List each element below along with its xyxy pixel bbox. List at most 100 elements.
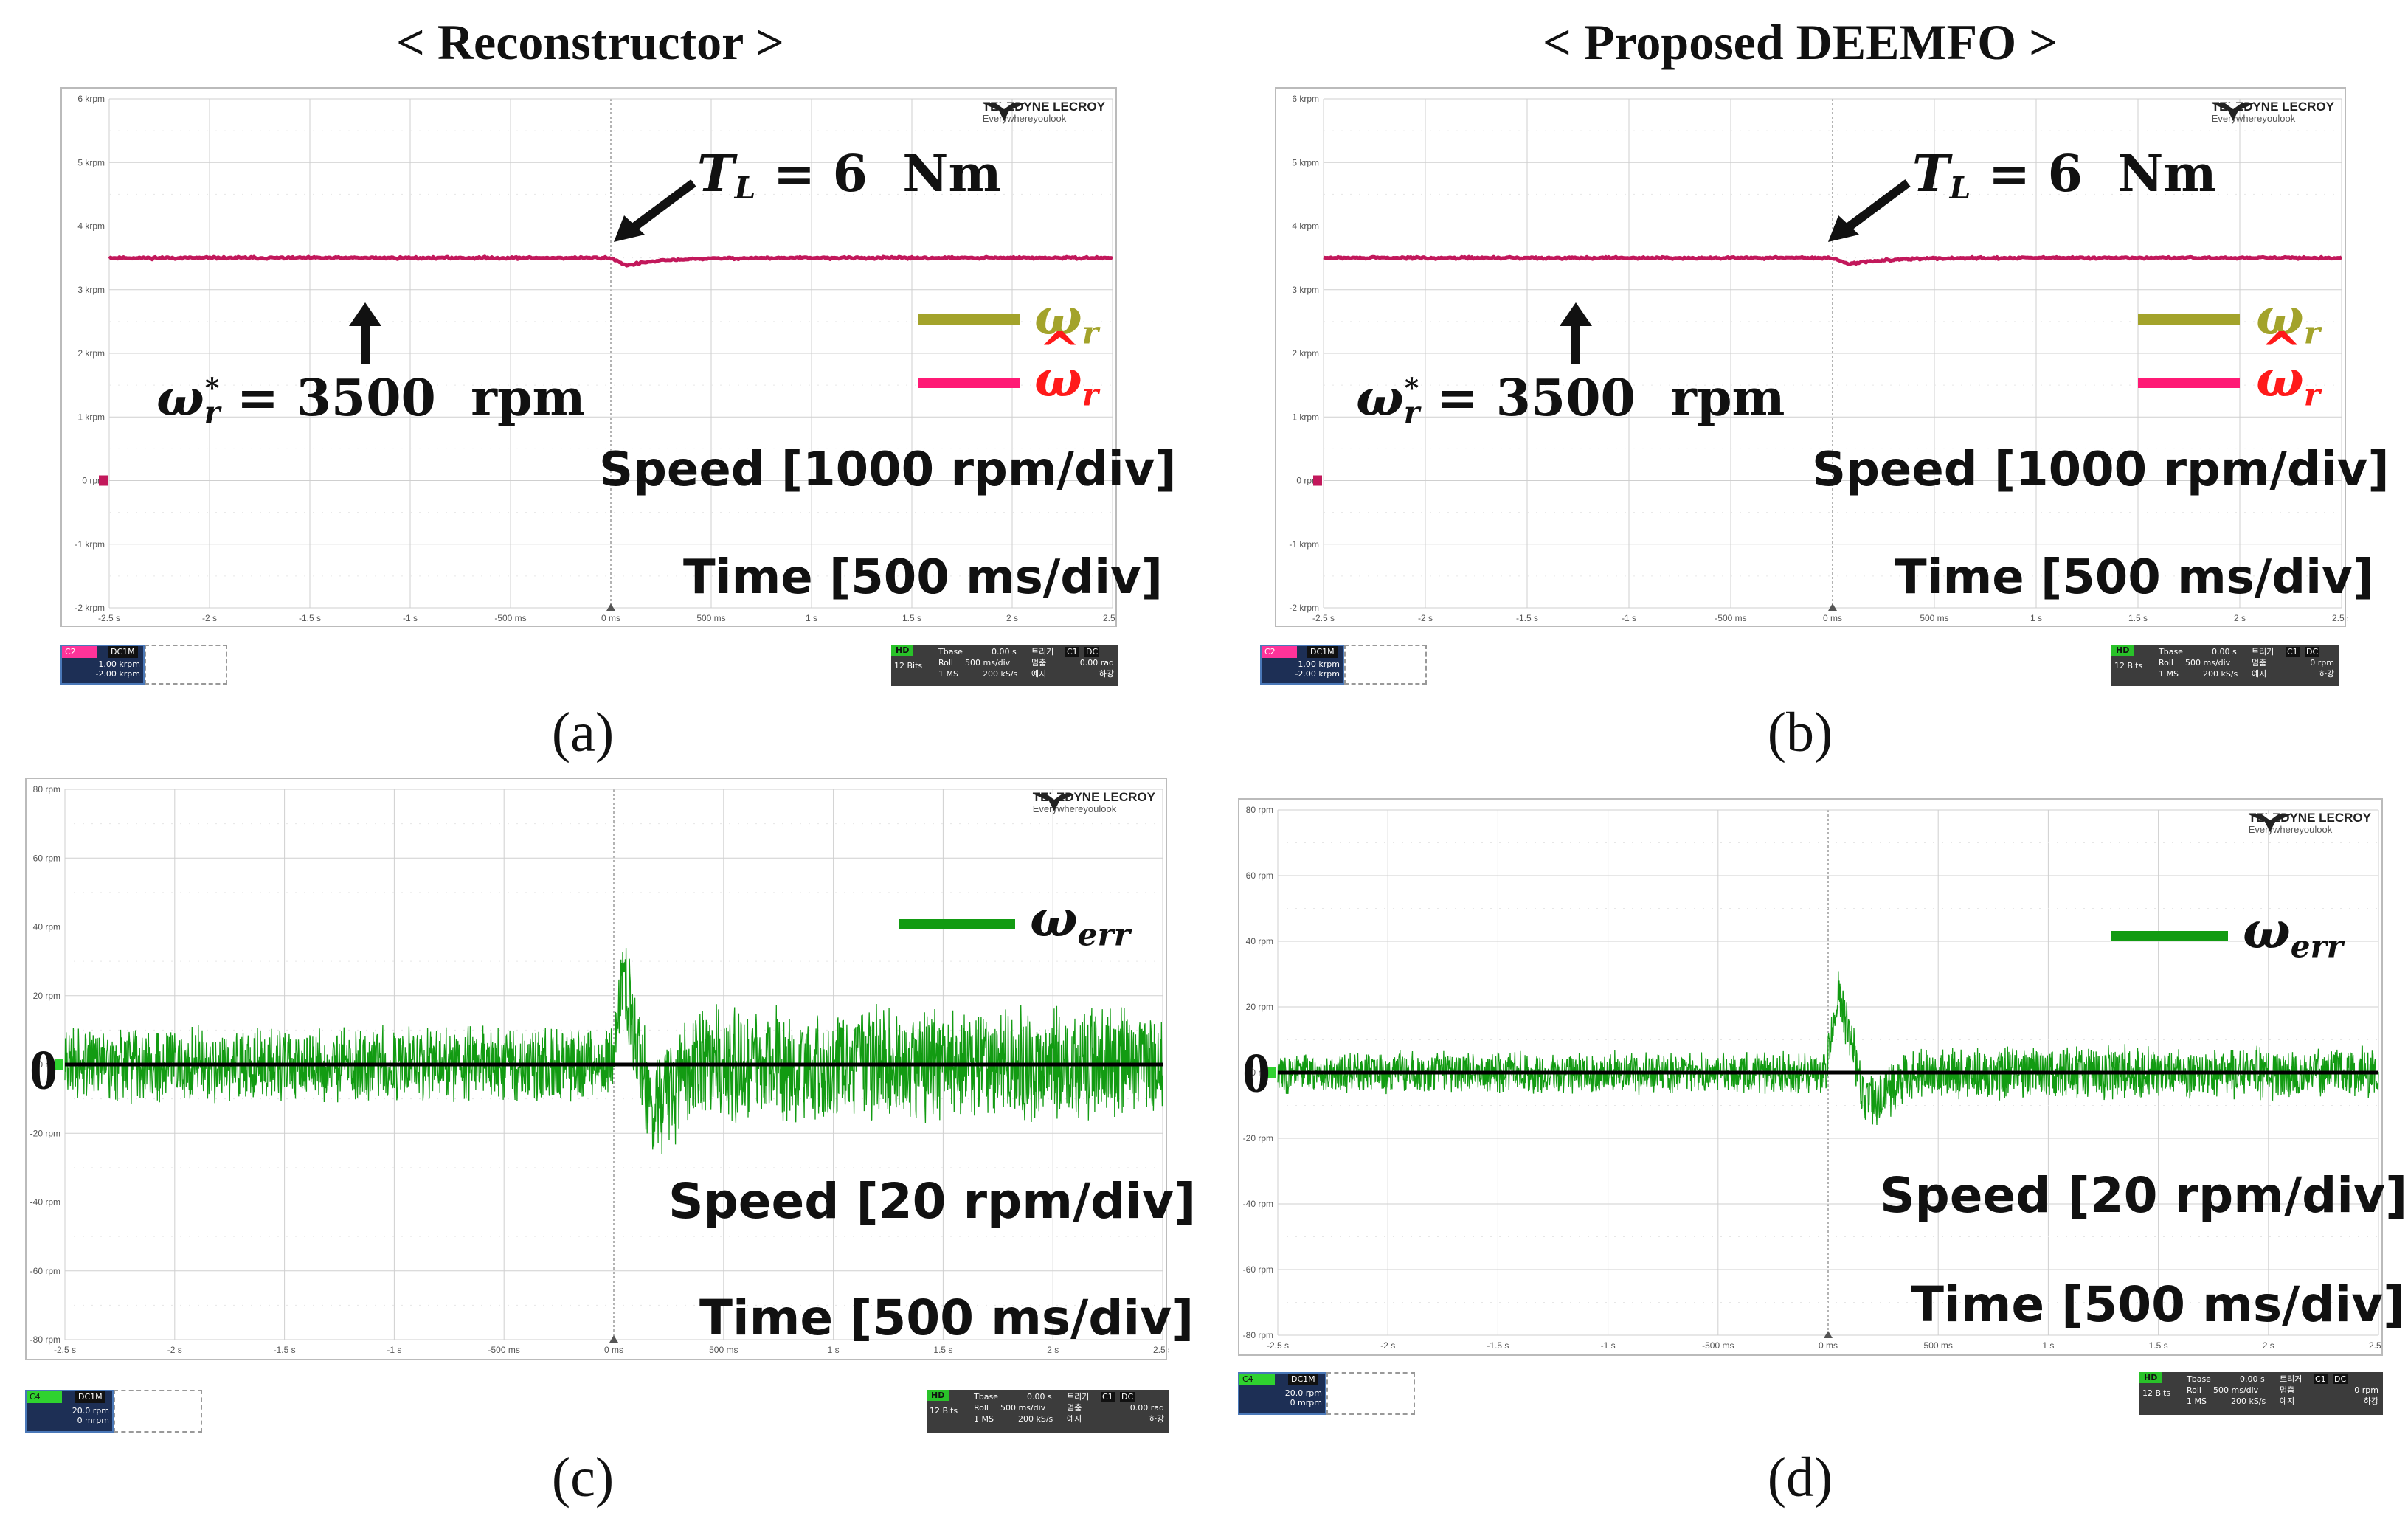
y-tick-label: -20 rpm [30, 1128, 60, 1138]
trigger-level: 0.00 rad [1129, 1403, 1164, 1413]
channel-scale: 20.0 rpm [72, 1406, 109, 1416]
sample-rate: 200 kS/s [2231, 1396, 2266, 1406]
legend-actual-line-a [918, 314, 1020, 325]
timebase-box-d[interactable]: HD 12 Bits Tbase 0.00 s Roll 500 ms/div 1 MS 20… [2139, 1372, 2383, 1415]
x-tick-label: 2.5 s [2332, 613, 2348, 623]
trigger-mode-2: 예지 [2280, 1396, 2295, 1406]
trigger-label: 트리거 [1031, 647, 1054, 657]
channel-offset: -2.00 krpm [1295, 669, 1340, 679]
channel-tag: C2 [1262, 646, 1297, 658]
x-tick-label: 1.5 s [933, 1345, 952, 1355]
y-tick-label: 20 rpm [1246, 1002, 1273, 1012]
channel-offset: -2.00 krpm [95, 669, 140, 679]
title-deemfo: < Proposed DEEMFO > [1543, 14, 2058, 70]
tbase-label: Tbase [974, 1392, 998, 1402]
scope-panel-b: 6 krpm 5 krpm 4 krpm 3 krpm 2 krpm 1 krpm 0 rp… [1275, 87, 2348, 627]
trigger-slope: 하강 [1099, 669, 1114, 679]
y-tick-label: 40 rpm [33, 922, 60, 932]
zero-label-d: 0 [1242, 1042, 1270, 1104]
trigger-mode: 멈춤 [1067, 1403, 1082, 1413]
trigger-coupling: DC [2305, 647, 2320, 657]
x-tick-label: 2.5 s [2369, 1340, 2384, 1351]
y-tick-label: 3 krpm [1292, 285, 1319, 295]
channel-tag: C2 [62, 646, 97, 658]
speed-scale-text-c: Speed [20 rpm/div] [668, 1173, 1197, 1230]
x-tick-label: 1 s [806, 613, 817, 623]
sample-rate: 200 kS/s [1018, 1414, 1054, 1424]
speed-scale-text-a: Speed [1000 rpm/div] [599, 443, 1177, 497]
roll-label: Roll [938, 658, 953, 668]
channel-tag: C4 [1239, 1374, 1275, 1385]
speed-scale-text-d: Speed [20 rpm/div] [1880, 1167, 2408, 1224]
hd-badge: HD [2139, 1372, 2162, 1383]
channel-box-d[interactable]: C4 DC1M 20.0 rpm 0 mrpm [1238, 1372, 1326, 1415]
x-tick-label: -2.5 s [54, 1345, 76, 1355]
channel-coupling: DC1M [1307, 646, 1338, 658]
x-tick-label: 2 s [2263, 1340, 2274, 1351]
trigger-mode: 멈춤 [2252, 658, 2267, 668]
load-arrow-b [1828, 179, 1911, 242]
channel-box-a[interactable]: C2 DC1M 1.00 krpm -2.00 krpm [60, 645, 145, 685]
hd-badge: HD [891, 645, 914, 656]
trigger-mode: 멈춤 [1031, 658, 1047, 668]
tbase-value: 0.00 s [2212, 647, 2237, 657]
x-tick-label: -1.5 s [1487, 1340, 1509, 1351]
brand-logo: TELEDYNE LECROY Everywhereyoulook [2248, 811, 2371, 835]
channel-scale: 20.0 rpm [1284, 1388, 1322, 1398]
channel-offset: 0 mrpm [77, 1416, 109, 1425]
trigger-marker [609, 1335, 618, 1343]
trigger-level: 0 rpm [2310, 658, 2334, 668]
trigger-level: 0.00 rad [1079, 658, 1114, 668]
x-tick-label: 1 s [828, 1345, 840, 1355]
trigger-source: C1 [2286, 647, 2300, 657]
trigger-source: C1 [1101, 1392, 1115, 1402]
tbase-value: 0.00 s [1027, 1392, 1052, 1402]
roll-label: Roll [2187, 1385, 2201, 1395]
channel-box-b[interactable]: C2 DC1M 1.00 krpm -2.00 krpm [1260, 645, 1344, 685]
x-tick-label: -2.5 s [98, 613, 120, 623]
legend-est-line-a [918, 378, 1020, 388]
x-tick-label: -500 ms [494, 613, 526, 623]
y-tick-label: 2 krpm [1292, 348, 1319, 359]
channel-box-c[interactable]: C4 DC1M 20.0 rpm 0 mrpm [25, 1390, 114, 1433]
x-tick-label: 2.5 s [1103, 613, 1118, 623]
x-tick-label: 0 ms [1819, 1340, 1838, 1351]
timebase-box-b[interactable]: HD 12 Bits Tbase 0.00 s Roll 500 ms/div 1 MS 20… [2111, 645, 2339, 686]
y-tick-label: -80 rpm [1243, 1330, 1273, 1340]
channel-empty-slot-a [145, 645, 227, 685]
x-tick-label: 2 s [1006, 613, 1018, 623]
legend-err-line-c [899, 919, 1015, 929]
y-tick-label: -40 rpm [1243, 1199, 1273, 1209]
legend-err-line-d [2111, 931, 2228, 941]
x-tick-label: -1 s [1601, 1340, 1616, 1351]
x-tick-label: 0 ms [601, 613, 620, 623]
bits-label: 12 Bits [2114, 661, 2143, 671]
timebase-box-c[interactable]: HD 12 Bits Tbase 0.00 s Roll 500 ms/div 1 MS 20… [927, 1390, 1169, 1433]
channel-offset: 0 mrpm [1290, 1398, 1322, 1407]
teledyne-logo-icon [2211, 103, 2255, 121]
teledyne-logo-icon [1032, 794, 1076, 811]
timebase-box-a[interactable]: HD 12 Bits Tbase 0.00 s Roll 500 ms/div 1 MS 20… [891, 645, 1118, 686]
y-tick-label: 6 krpm [1292, 94, 1319, 104]
tbase-value: 0.00 s [992, 647, 1017, 657]
bits-label: 12 Bits [930, 1406, 958, 1416]
brand-logo: TELEDYNE LECROY Everywhereyoulook [2211, 100, 2334, 124]
legend-est-symbol-b: ω ^ r [2256, 322, 2320, 413]
tbase-label: Tbase [938, 647, 963, 657]
title-reconstructor: < Reconstructor > [396, 14, 784, 70]
channel-zero-marker [55, 1059, 63, 1070]
channel-empty-slot-d [1326, 1372, 1415, 1415]
trigger-label: 트리거 [2280, 1374, 2303, 1384]
bits-label: 12 Bits [894, 661, 923, 671]
y-tick-label: -40 rpm [30, 1197, 60, 1208]
legend-actual-line-b [2138, 314, 2240, 325]
trigger-source: C1 [2314, 1374, 2328, 1384]
trigger-source: C1 [1065, 647, 1079, 657]
x-tick-label: -1 s [387, 1345, 401, 1355]
x-tick-label: 1.5 s [2149, 1340, 2168, 1351]
x-tick-label: -500 ms [1702, 1340, 1734, 1351]
speed-scale-text-b: Speed [1000 rpm/div] [1812, 443, 2390, 497]
memory-size: 1 MS [974, 1414, 994, 1424]
x-tick-label: -1 s [403, 613, 418, 623]
channel-coupling: DC1M [108, 646, 138, 658]
